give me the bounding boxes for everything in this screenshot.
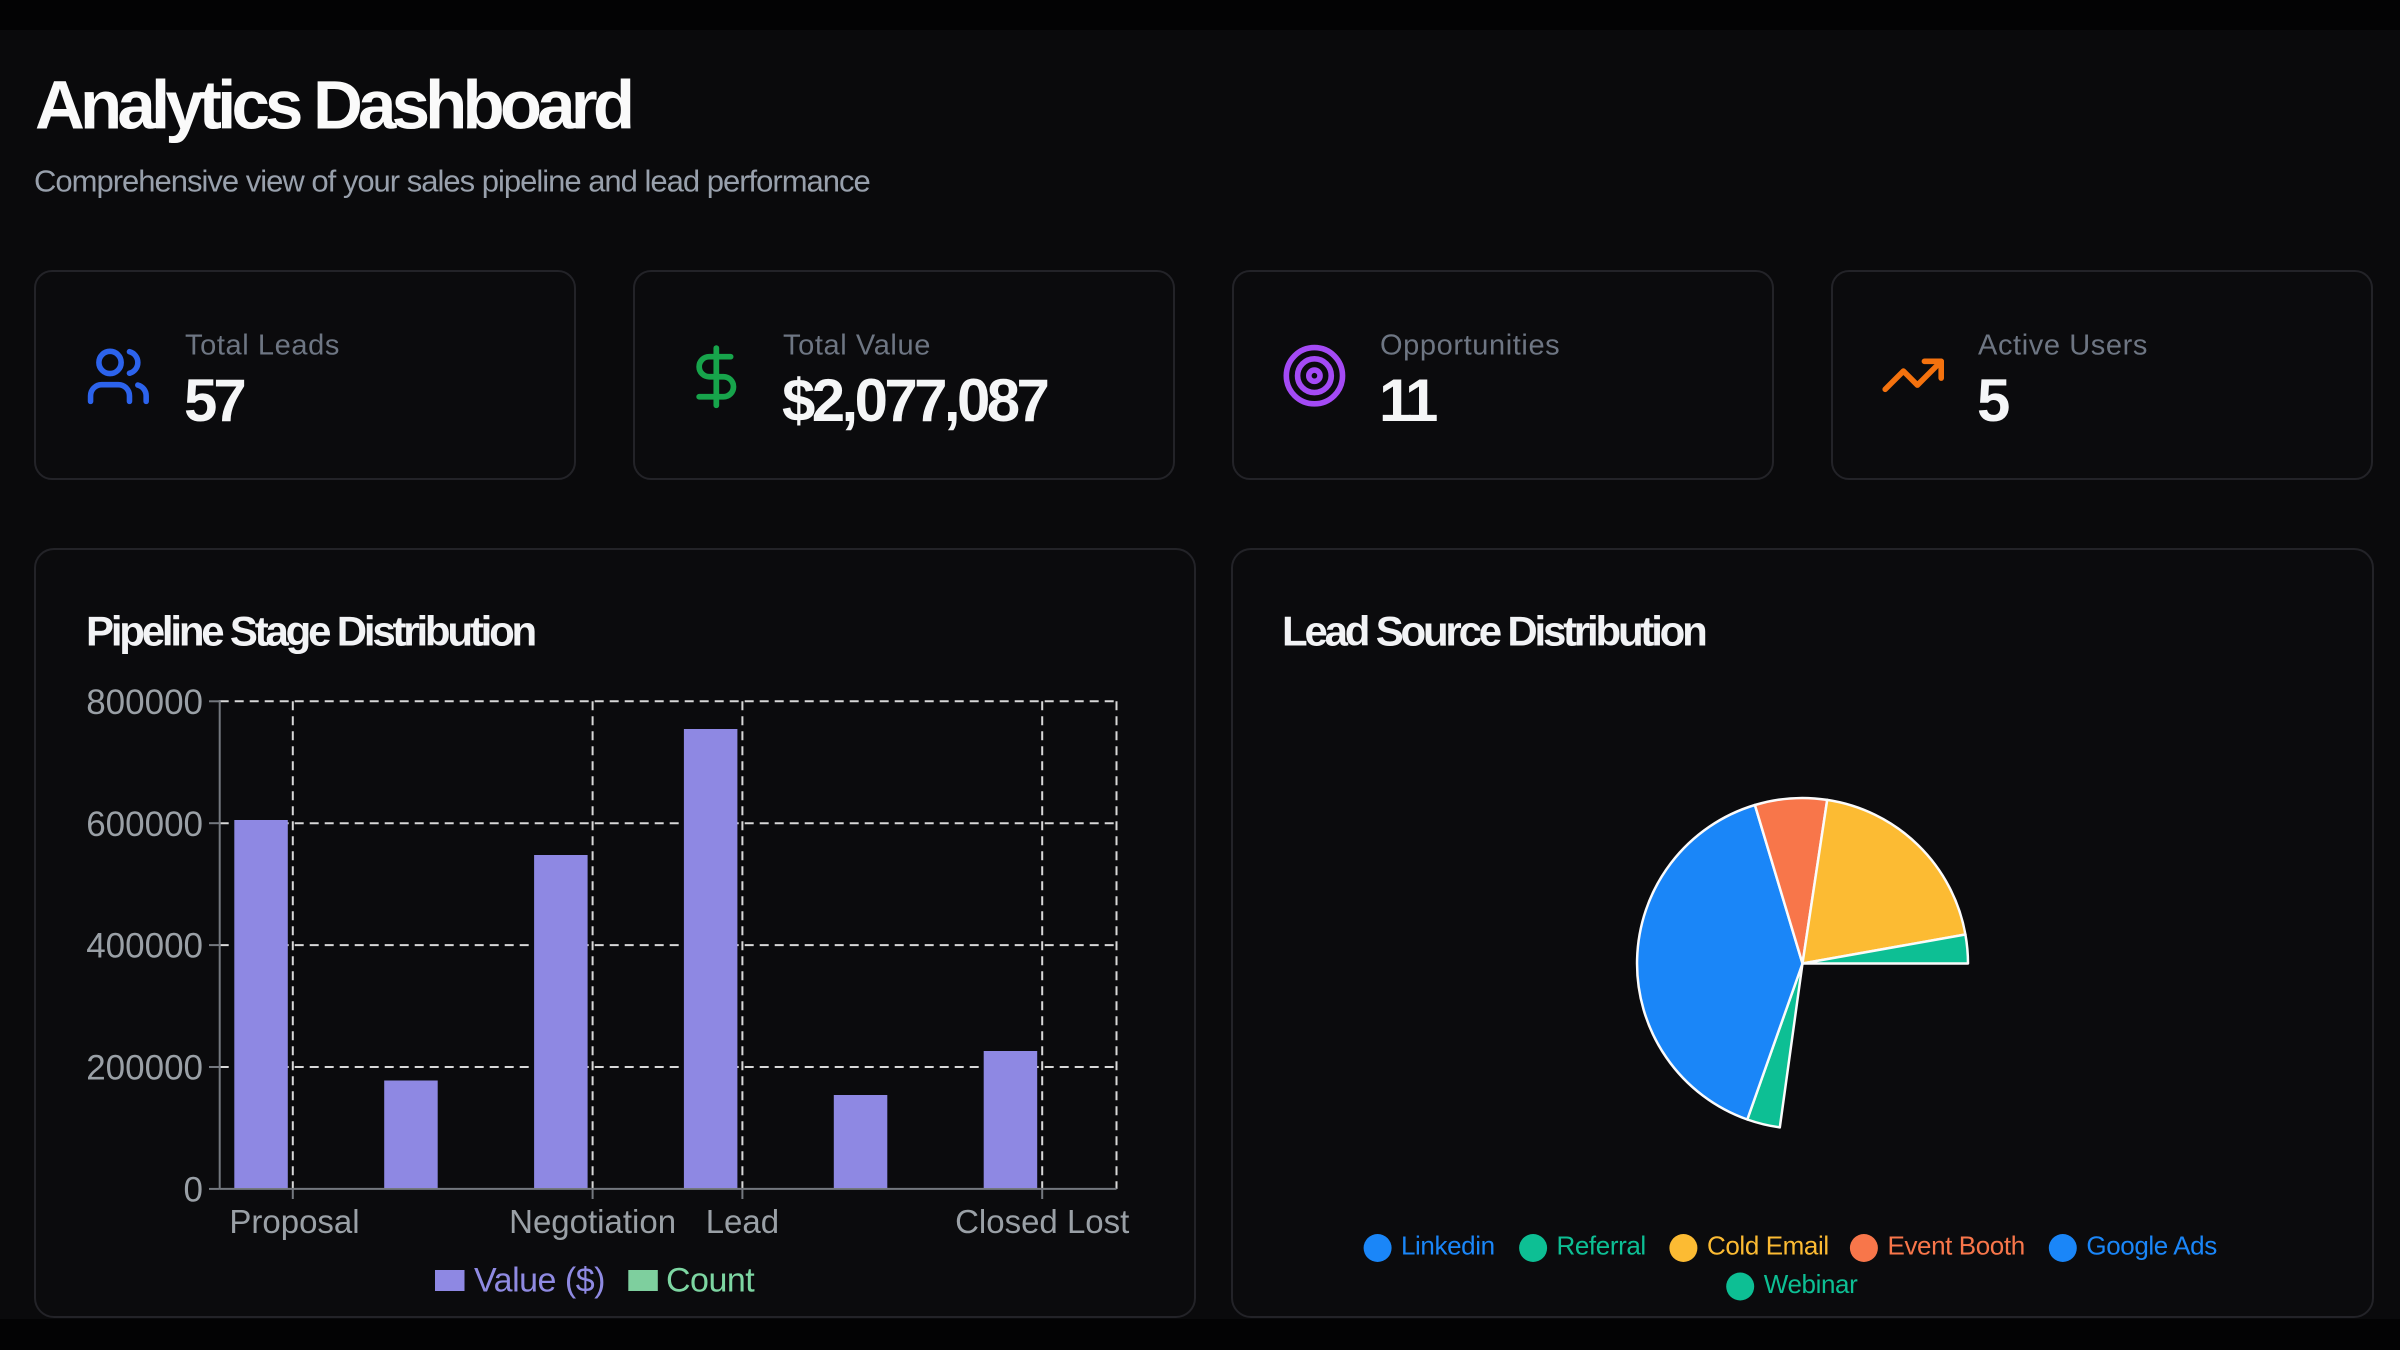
svg-text:600000: 600000 (86, 805, 203, 844)
svg-text:Active Users: Active Users (1978, 329, 2148, 361)
svg-text:57: 57 (184, 367, 244, 434)
svg-text:Analytics Dashboard: Analytics Dashboard (35, 67, 631, 144)
svg-text:Value ($): Value ($) (474, 1262, 605, 1300)
svg-text:800000: 800000 (86, 683, 203, 722)
svg-text:Google Ads: Google Ads (2086, 1231, 2217, 1261)
svg-text:5: 5 (1977, 367, 2009, 434)
svg-text:Pipeline Stage Distribution: Pipeline Stage Distribution (86, 608, 536, 655)
svg-text:200000: 200000 (86, 1049, 203, 1088)
svg-text:Comprehensive view of your sal: Comprehensive view of your sales pipelin… (34, 163, 870, 198)
svg-text:Total Leads: Total Leads (185, 329, 340, 361)
svg-text:Linkedin: Linkedin (1401, 1231, 1495, 1261)
svg-text:Lead: Lead (706, 1203, 779, 1240)
svg-text:Cold Email: Cold Email (1707, 1231, 1829, 1261)
svg-text:Event Booth: Event Booth (1888, 1231, 2025, 1261)
svg-text:Opportunities: Opportunities (1380, 329, 1560, 361)
svg-text:0: 0 (184, 1171, 203, 1210)
svg-text:400000: 400000 (86, 927, 203, 966)
svg-text:Total Value: Total Value (783, 329, 931, 361)
svg-text:Closed Lost: Closed Lost (955, 1203, 1129, 1240)
svg-text:Proposal: Proposal (229, 1203, 359, 1240)
svg-text:Referral: Referral (1557, 1231, 1646, 1261)
svg-text:11: 11 (1379, 367, 1437, 434)
svg-text:$2,077,087: $2,077,087 (782, 367, 1048, 434)
svg-text:Webinar: Webinar (1764, 1269, 1858, 1299)
svg-text:Count: Count (666, 1262, 755, 1300)
svg-text:Negotiation: Negotiation (509, 1203, 676, 1240)
svg-text:Lead Source Distribution: Lead Source Distribution (1282, 608, 1706, 655)
